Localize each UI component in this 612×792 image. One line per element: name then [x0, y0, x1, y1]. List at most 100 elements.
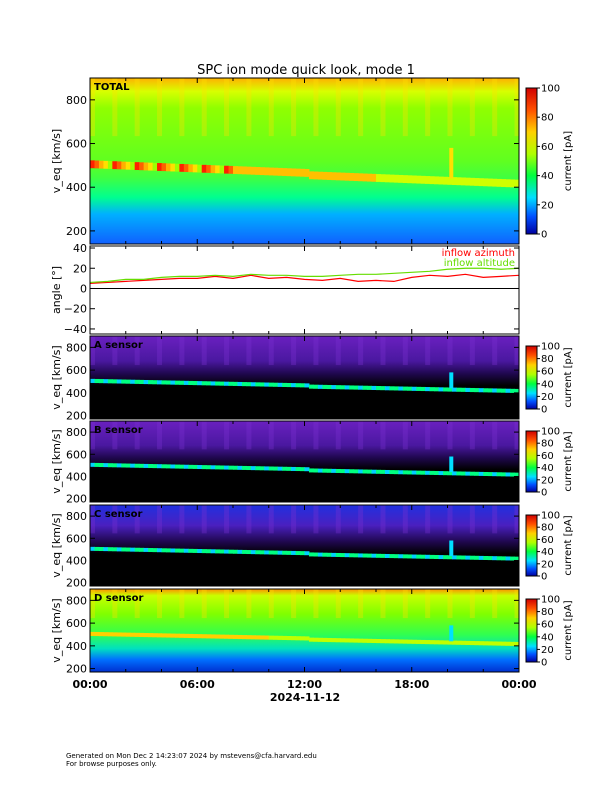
band-cell	[358, 173, 364, 182]
colorbar-tick-label: 100	[541, 427, 560, 438]
band-cell	[103, 160, 109, 169]
band-cell	[112, 463, 118, 468]
band-cell	[308, 171, 314, 180]
band-cell	[116, 547, 122, 552]
panel-total: TOTAL 0 20 40 60 80 100 current [pA] 200 400 600 80…	[50, 77, 574, 245]
band-cell	[451, 471, 457, 476]
band-cell	[367, 469, 373, 474]
band-cell	[210, 465, 216, 470]
band-cell	[157, 380, 162, 385]
band-cell	[277, 550, 283, 555]
band-cell	[326, 552, 332, 557]
band-cell	[443, 640, 448, 645]
y-tick-label: 800	[66, 94, 87, 107]
band-cell	[94, 378, 100, 384]
band-cell	[161, 633, 167, 638]
colorbar-tick-label: 100	[541, 595, 560, 606]
band-cell	[116, 632, 122, 637]
band-cell	[451, 640, 457, 645]
band-cell	[367, 385, 373, 390]
band-cell	[380, 469, 386, 474]
band-cell	[371, 553, 377, 558]
band-cell	[268, 466, 274, 471]
band-cell	[376, 553, 381, 558]
panel-label: A sensor	[94, 340, 143, 351]
band-cell	[206, 634, 212, 639]
band-cell	[143, 632, 149, 638]
heatmap-stripe	[90, 336, 95, 366]
band-cell	[331, 172, 337, 181]
band-cell	[90, 546, 95, 551]
band-cell	[393, 639, 399, 644]
band-cell	[246, 382, 252, 387]
band-cell	[514, 556, 520, 561]
band-cell	[210, 165, 216, 174]
colorbar-tick-label: 40	[541, 171, 554, 182]
band-cell	[313, 384, 319, 389]
band-cell	[130, 632, 136, 637]
band-cell	[447, 471, 453, 476]
heatmap-stripe	[179, 589, 185, 619]
x-tick-label: 00:00	[72, 678, 107, 691]
band-cell	[407, 175, 413, 184]
x-date-label: 2024-11-12	[270, 691, 340, 704]
band-cell	[268, 550, 274, 555]
band-cell	[264, 167, 270, 176]
band-cell	[474, 641, 480, 646]
band-cell	[456, 387, 462, 392]
band-cell	[505, 641, 511, 646]
band-cell	[192, 464, 198, 469]
band-cell	[443, 471, 448, 476]
band-cell	[291, 168, 297, 177]
heatmap-stripe	[246, 589, 252, 619]
band-cell	[273, 466, 279, 471]
band-cell	[94, 160, 100, 169]
band-cell	[402, 639, 408, 644]
band-cell	[478, 388, 484, 393]
heatmap-stripe	[380, 589, 386, 619]
band-cell	[139, 162, 145, 171]
heatmap-stripe	[380, 336, 386, 366]
colorbar-tick-label: 100	[541, 84, 560, 95]
legend-entry: inflow azimuth	[442, 248, 515, 259]
colorbar-label: current [pA]	[563, 347, 574, 407]
band-cell	[380, 639, 386, 644]
band-cell	[434, 176, 440, 185]
colorbar-tick-label: 60	[541, 451, 554, 462]
band-cell	[371, 638, 377, 644]
band-cell	[103, 632, 109, 637]
band-cell	[420, 470, 426, 475]
band-cell	[411, 554, 417, 559]
heatmap-stripe	[112, 421, 118, 450]
x-tick-label: 06:00	[180, 678, 215, 691]
band-cell	[353, 385, 359, 390]
band-cell	[510, 388, 516, 393]
band-cell	[161, 548, 167, 553]
heatmap-stripe	[313, 421, 319, 450]
heatmap-stripe	[201, 505, 207, 534]
band-cell	[514, 388, 520, 394]
band-cell	[152, 633, 158, 638]
band-cell	[188, 548, 194, 553]
band-cell	[420, 386, 426, 392]
band-cell	[510, 179, 516, 188]
band-cell	[210, 549, 216, 554]
y-tick-label: 600	[66, 364, 87, 377]
band-cell	[233, 166, 238, 174]
heatmap-stripe	[514, 589, 520, 619]
band-cell	[367, 638, 373, 643]
band-cell	[201, 465, 207, 470]
heatmap-stripe	[224, 589, 230, 619]
band-cell	[192, 381, 198, 386]
colorbar-tick-label: 20	[541, 475, 554, 486]
band-cell	[282, 466, 288, 471]
band-cell	[376, 174, 381, 182]
band-cell	[179, 633, 185, 638]
band-cell	[407, 386, 413, 391]
band-cell	[407, 639, 413, 644]
band-cell	[358, 385, 364, 390]
colorbar-tick-label: 60	[541, 367, 554, 378]
band-cell	[197, 465, 203, 470]
